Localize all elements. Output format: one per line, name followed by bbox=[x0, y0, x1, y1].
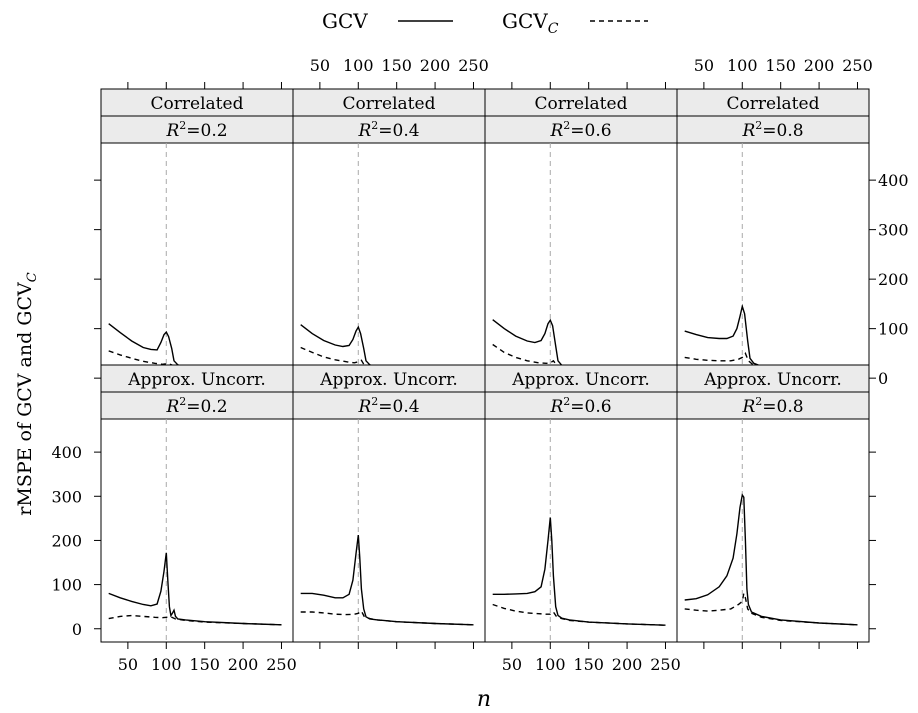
strip-r2-label: R2=0.2 bbox=[165, 395, 227, 417]
series-gcvc-line bbox=[684, 590, 858, 626]
x-tick-label-bottom: 250 bbox=[650, 655, 681, 674]
x-tick-label-top: 150 bbox=[381, 56, 412, 75]
panel-7: Approx. Uncorr. R2=0.6 bbox=[484, 364, 678, 643]
strip-condition bbox=[100, 88, 294, 117]
x-tick-label-bottom: 100 bbox=[535, 655, 566, 674]
x-tick-label-bottom: 100 bbox=[151, 655, 182, 674]
strip-r2-label: R2=0.4 bbox=[357, 395, 419, 417]
panel-frame bbox=[676, 418, 870, 643]
y-tick-label-left: 100 bbox=[51, 576, 82, 595]
strip-condition-label: Correlated bbox=[151, 94, 244, 114]
y-tick-label-right: 200 bbox=[878, 270, 909, 289]
y-tick-label-left: 200 bbox=[51, 531, 82, 550]
x-tick-label-top: 150 bbox=[765, 56, 796, 75]
y-tick-label-right: 300 bbox=[878, 221, 909, 240]
strip-r2-label: R2=0.6 bbox=[549, 395, 611, 417]
strip-r2 bbox=[484, 115, 678, 144]
panel-6: Approx. Uncorr. R2=0.4 bbox=[292, 364, 486, 643]
panel-1: Correlated R2=0.2 bbox=[100, 88, 294, 394]
strip-condition-label: Correlated bbox=[535, 94, 628, 114]
strip-r2 bbox=[292, 115, 486, 144]
y-tick-label-right: 0 bbox=[878, 369, 888, 388]
x-tick-label-bottom: 200 bbox=[228, 655, 259, 674]
strip-condition-label: Approx. Uncorr. bbox=[703, 370, 842, 390]
legend-gcvc-label: GCVC bbox=[502, 9, 559, 37]
series-gcv-line bbox=[300, 535, 474, 626]
x-tick-label-bottom: 150 bbox=[189, 655, 220, 674]
panel-frame bbox=[100, 142, 294, 394]
y-tick-label-left: 300 bbox=[51, 487, 82, 506]
axes: 50 100 150 200 250 50 100 150 200 250 50 100 150 200 2… bbox=[51, 56, 908, 674]
x-tick-label-bottom: 50 bbox=[502, 655, 522, 674]
series-gcv-line bbox=[492, 517, 666, 626]
panel-8: Approx. Uncorr. R2=0.8 bbox=[676, 364, 870, 643]
strip-r2 bbox=[676, 115, 870, 144]
strip-condition bbox=[484, 88, 678, 117]
strip-r2-label: R2=0.8 bbox=[741, 119, 803, 141]
strip-r2-label: R2=0.2 bbox=[165, 119, 227, 141]
strip-condition-label: Correlated bbox=[727, 94, 820, 114]
y-tick-label-right: 400 bbox=[878, 171, 909, 190]
panel-frame bbox=[484, 142, 678, 394]
x-tick-label-top: 250 bbox=[842, 56, 873, 75]
strip-condition bbox=[676, 88, 870, 117]
legend: GCV GCVC bbox=[322, 9, 648, 37]
series-gcvc-line bbox=[492, 603, 666, 626]
strip-condition-label: Approx. Uncorr. bbox=[319, 370, 458, 390]
strip-r2-label: R2=0.4 bbox=[357, 119, 419, 141]
y-tick-label-right: 100 bbox=[878, 320, 909, 339]
panel-frame bbox=[676, 142, 870, 394]
y-axis-title: rMSPE of GCV and GCVC bbox=[14, 272, 40, 515]
series-gcv-line bbox=[684, 303, 858, 374]
x-tick-label-top: 50 bbox=[694, 56, 714, 75]
panel-frame bbox=[100, 418, 294, 643]
x-tick-label-bottom: 200 bbox=[612, 655, 643, 674]
y-tick-label-left: 400 bbox=[51, 443, 82, 462]
x-axis-title: n bbox=[477, 687, 491, 712]
strip-r2-label: R2=0.6 bbox=[549, 119, 611, 141]
x-tick-label-top: 200 bbox=[420, 56, 451, 75]
strip-r2 bbox=[484, 391, 678, 420]
panel-4: Correlated R2=0.8 bbox=[676, 88, 870, 394]
strip-condition-label: Approx. Uncorr. bbox=[127, 370, 266, 390]
series-gcv-line bbox=[108, 552, 282, 626]
panel-5: Approx. Uncorr. R2=0.2 bbox=[100, 364, 294, 643]
strip-r2 bbox=[100, 115, 294, 144]
panel-frame bbox=[292, 418, 486, 643]
series-gcv-line bbox=[684, 493, 858, 626]
x-tick-label-top: 250 bbox=[458, 56, 489, 75]
strip-r2 bbox=[676, 391, 870, 420]
strip-r2 bbox=[292, 391, 486, 420]
y-tick-label-left: 0 bbox=[72, 620, 82, 639]
x-tick-label-bottom: 50 bbox=[118, 655, 138, 674]
strip-condition-label: Correlated bbox=[343, 94, 436, 114]
strip-condition bbox=[292, 88, 486, 117]
series-gcvc-line bbox=[108, 614, 282, 626]
x-tick-label-top: 200 bbox=[804, 56, 835, 75]
legend-gcv-label: GCV bbox=[322, 9, 368, 33]
series-gcvc-line bbox=[300, 610, 474, 626]
strip-condition-label: Approx. Uncorr. bbox=[511, 370, 650, 390]
x-tick-label-top: 50 bbox=[310, 56, 330, 75]
panel-frame bbox=[484, 418, 678, 643]
panel-2: Correlated R2=0.4 bbox=[292, 88, 486, 394]
x-tick-label-bottom: 150 bbox=[573, 655, 604, 674]
strip-condition bbox=[484, 364, 678, 393]
x-tick-label-top: 100 bbox=[727, 56, 758, 75]
strip-condition bbox=[676, 364, 870, 393]
x-tick-label-top: 100 bbox=[343, 56, 374, 75]
x-tick-label-bottom: 250 bbox=[266, 655, 297, 674]
strip-r2-label: R2=0.8 bbox=[741, 395, 803, 417]
panel-3: Correlated R2=0.6 bbox=[484, 88, 678, 394]
